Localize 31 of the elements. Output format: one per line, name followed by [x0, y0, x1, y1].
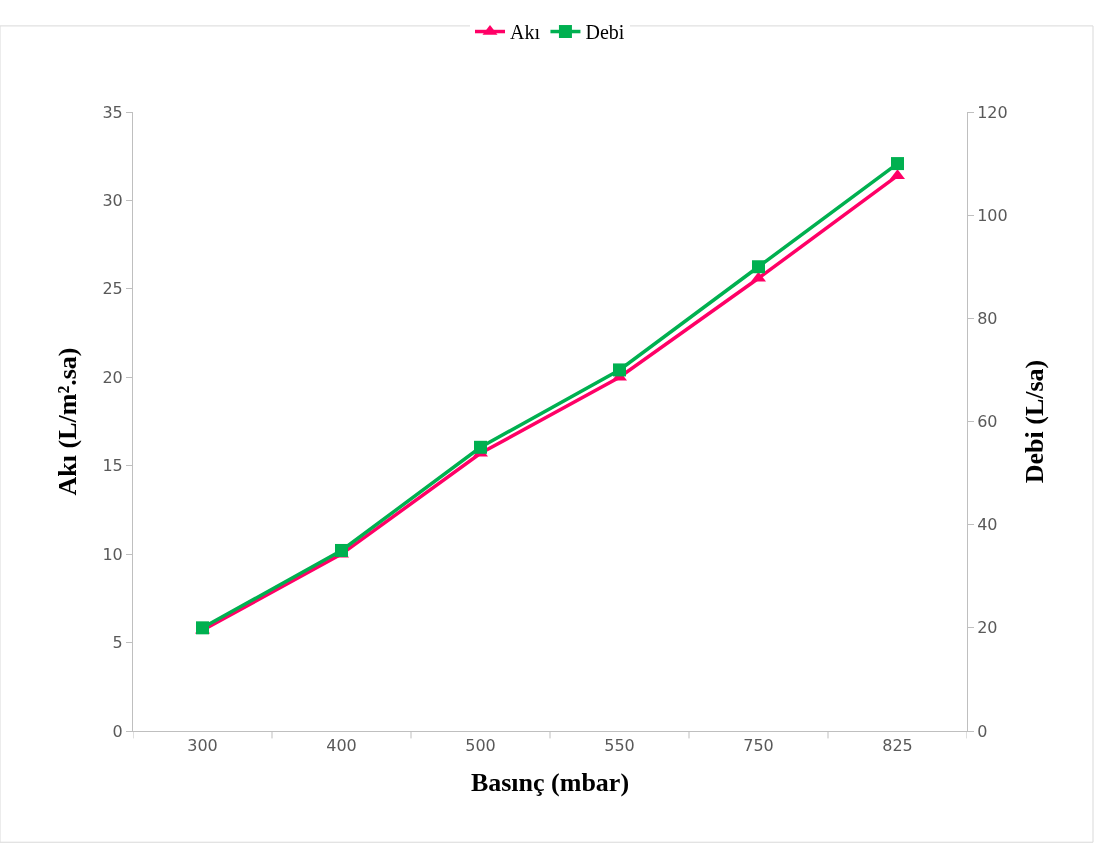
- y2-tick-label: 60: [977, 412, 998, 432]
- y-tick-label: 25: [102, 279, 123, 299]
- y-axis-title: Akı (L/m².sa): [52, 347, 82, 496]
- point: [335, 543, 348, 557]
- y-tick-label: 20: [102, 367, 123, 387]
- y2-axis-title: Debi (L/sa): [1020, 359, 1050, 484]
- point: [613, 363, 626, 377]
- y2-tick-label: 100: [977, 205, 1008, 225]
- y-tick-label: 35: [102, 102, 123, 122]
- point: [752, 260, 765, 274]
- y2-tick-label: 120: [977, 102, 1008, 122]
- x-tick-label: 400: [326, 736, 357, 756]
- y2-tick-label: 20: [977, 618, 998, 638]
- y-tick-label: 0: [112, 721, 123, 741]
- legend-label: Akı: [510, 21, 541, 44]
- x-tick-label: 825: [882, 736, 913, 756]
- x-tick-label: 750: [743, 736, 774, 756]
- x-tick-label: 300: [187, 736, 218, 756]
- point: [891, 157, 904, 171]
- y-tick-label: 5: [112, 633, 123, 653]
- y-tick-label: 15: [102, 456, 123, 476]
- y-tick-label: 30: [102, 191, 123, 211]
- x-axis-title: Basınç (mbar): [470, 767, 630, 797]
- x-tick-label: 500: [465, 736, 496, 756]
- x-tick-label: 550: [604, 736, 635, 756]
- y2-tick-label: 40: [977, 515, 998, 535]
- y2-tick-label: 0: [977, 721, 988, 741]
- point: [474, 440, 487, 454]
- legend-label: Debi: [585, 21, 625, 44]
- y-tick-label: 10: [102, 544, 123, 564]
- y2-tick-label: 80: [977, 308, 998, 328]
